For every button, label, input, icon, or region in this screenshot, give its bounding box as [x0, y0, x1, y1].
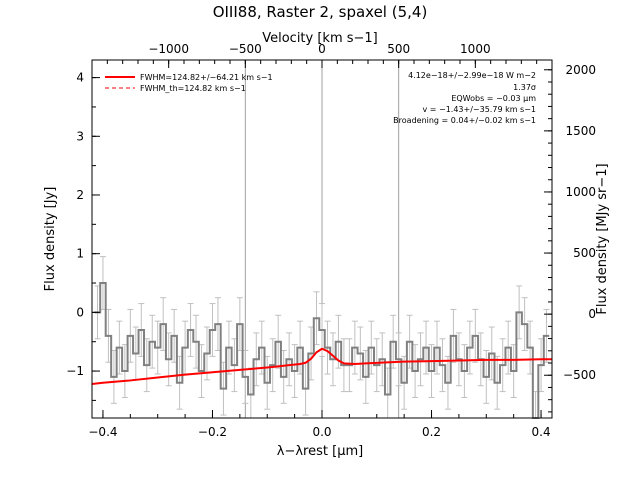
y2-tick-label: 0 [588, 307, 596, 321]
annotation-flux: 4.12e−18+/−2.99e−18 W m−2 [408, 71, 536, 80]
annotations: 4.12e−18+/−2.99e−18 W m−2 1.37σ EQWobs =… [393, 71, 536, 125]
flux-histogram [94, 282, 550, 419]
y-axis-label: Flux density [Jy] [43, 187, 58, 292]
y2-axis-label: Flux density [MJy sr−1] [595, 163, 610, 314]
fit-line [91, 347, 552, 385]
x2-tick-label: 1000 [460, 42, 491, 56]
annotation-eqw: EQWobs = −0.03 μm [451, 94, 536, 103]
legend: FWHM=124.82+/−64.21 km s−1 FWHM_th=124.8… [105, 73, 273, 93]
y-tick-label: 3 [76, 129, 84, 143]
x2-tick-label: 0 [318, 42, 326, 56]
y-tick-label: 4 [76, 71, 84, 85]
x-tick-label: 0.4 [532, 425, 551, 439]
x2-tick-label: −500 [229, 42, 262, 56]
x-axis-label: λ−λrest [μm] [277, 444, 363, 459]
x2-tick-label: 500 [387, 42, 410, 56]
x-tick-label: −0.2 [198, 425, 227, 439]
x-tick-label: −0.4 [88, 425, 117, 439]
legend-label-fwhm-th: FWHM_th=124.82 km s−1 [140, 84, 246, 93]
x-tick-label: 0.2 [422, 425, 441, 439]
y-tick-label: 2 [76, 188, 84, 202]
y2-tick-label: 1000 [565, 185, 596, 199]
y2-tick-label: 1500 [565, 124, 596, 138]
axis-ticks: −0.4 −0.2 0.0 0.2 0.4 −1000 −500 0 500 1000 −1 0 1 2 3… [66, 42, 596, 439]
legend-label-fwhm: FWHM=124.82+/−64.21 km s−1 [140, 73, 273, 82]
x2-tick-label: −1000 [148, 42, 189, 56]
x-tick-label: 0.0 [312, 425, 331, 439]
y-tick-label: 0 [76, 305, 84, 319]
y2-tick-label: −500 [563, 368, 596, 382]
annotation-sigma: 1.37σ [513, 83, 536, 92]
annotation-broadening: Broadening = 0.04+/−0.02 km s−1 [393, 116, 536, 125]
annotation-velocity: v = −1.43+/−35.79 km s−1 [422, 105, 536, 114]
chart-title: OIII88, Raster 2, spaxel (5,4) [213, 3, 428, 21]
y-tick-label: 1 [76, 247, 84, 261]
x2-axis-label: Velocity [km s−1] [262, 31, 378, 46]
y2-tick-label: 500 [573, 246, 596, 260]
y2-tick-label: 2000 [565, 63, 596, 77]
y-tick-label: −1 [66, 364, 84, 378]
plot-area [91, 60, 552, 419]
